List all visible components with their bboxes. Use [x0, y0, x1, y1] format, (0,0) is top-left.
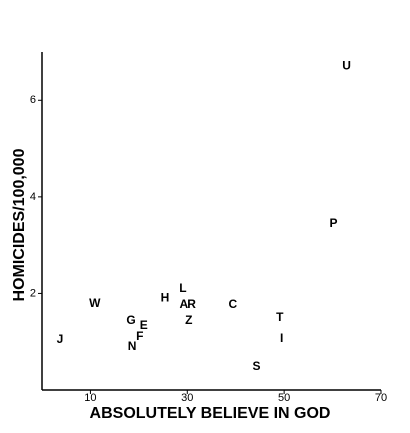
x-tick-label: 70 [375, 392, 387, 404]
point-label: N [128, 339, 137, 353]
y-axis-label: HOMICIDES/100,000 [11, 148, 28, 301]
point-label: A [180, 297, 189, 311]
point-label: G [126, 313, 135, 327]
point-label: H [161, 290, 170, 304]
point-label: P [330, 216, 338, 230]
point-label: E [140, 318, 148, 332]
x-tick-label: 30 [181, 392, 193, 404]
point-label: Z [185, 313, 192, 327]
point-label: R [187, 297, 196, 311]
point-label: L [179, 281, 186, 295]
point-label: I [280, 331, 283, 345]
y-tick-label: 2 [30, 287, 36, 299]
point-label: F [136, 329, 143, 343]
point-label: U [342, 59, 351, 73]
x-tick-label: 50 [278, 392, 290, 404]
point-label: T [276, 310, 284, 324]
x-tick-label: 10 [84, 392, 96, 404]
point-label: J [57, 332, 64, 346]
y-tick-label: 4 [30, 191, 36, 203]
point-label: C [228, 297, 237, 311]
point-label: W [89, 296, 101, 310]
point-label: S [253, 359, 261, 373]
y-tick-label: 6 [30, 94, 36, 106]
x-axis-label: ABSOLUTELY BELIEVE IN GOD [90, 405, 331, 422]
